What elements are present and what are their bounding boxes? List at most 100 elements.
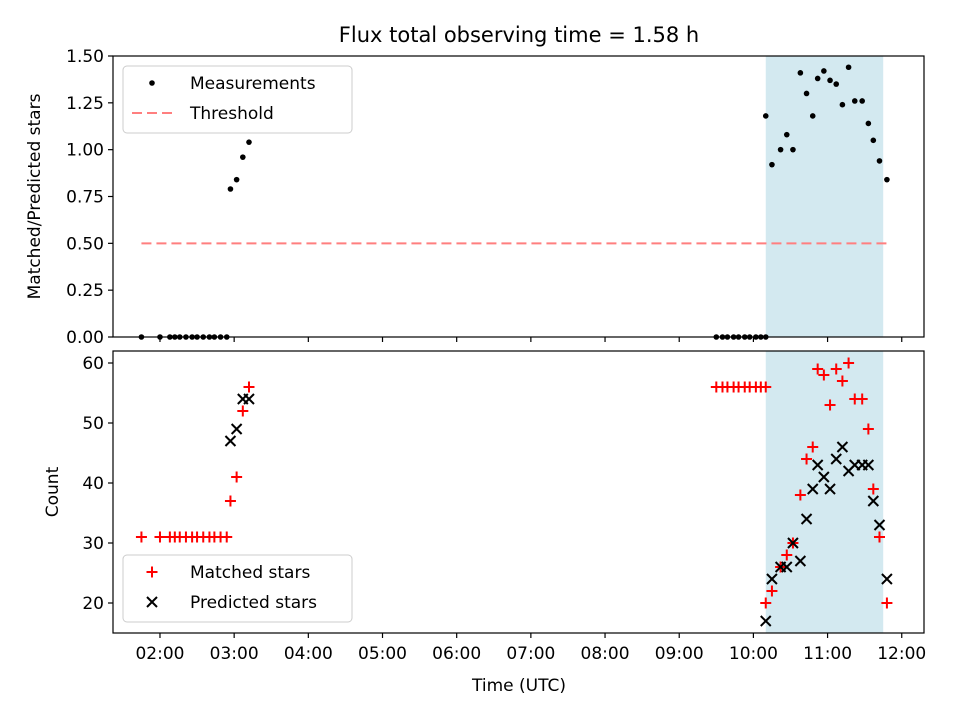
data-point bbox=[783, 131, 790, 138]
data-point bbox=[760, 615, 772, 627]
data-point bbox=[777, 146, 784, 153]
data-point bbox=[836, 441, 849, 453]
series-predicted-stars bbox=[224, 393, 893, 627]
data-point bbox=[230, 423, 243, 435]
y-tick-label: 1.50 bbox=[66, 47, 104, 67]
data-point bbox=[807, 441, 819, 453]
x-tick-label: 09:00 bbox=[655, 644, 704, 664]
data-point bbox=[243, 381, 255, 393]
data-point bbox=[830, 453, 842, 465]
chart-title: Flux total observing time = 1.58 h bbox=[339, 23, 699, 47]
y-axis-label: Count bbox=[43, 466, 63, 517]
x-tick-label: 07:00 bbox=[506, 644, 555, 664]
data-point bbox=[830, 363, 842, 375]
legend-label: Matched stars bbox=[190, 563, 310, 583]
ratio-panel: 0.00 0.25 0.50 0.75 1.00 1.25 1.50 Matched/Pred… bbox=[25, 47, 925, 348]
data-point bbox=[824, 483, 836, 495]
legend-box bbox=[122, 554, 353, 623]
legend: Measurements Threshold bbox=[122, 65, 353, 134]
y-tick-label: 0.00 bbox=[66, 328, 104, 348]
legend: Matched stars Predicted stars bbox=[122, 554, 353, 623]
legend-label: Predicted stars bbox=[190, 593, 317, 613]
data-point bbox=[809, 113, 816, 119]
data-point bbox=[227, 186, 234, 192]
data-point bbox=[221, 531, 233, 543]
data-point bbox=[762, 113, 769, 119]
data-point bbox=[873, 531, 885, 543]
data-point bbox=[827, 77, 833, 84]
data-point bbox=[760, 597, 772, 609]
data-point bbox=[862, 423, 874, 435]
data-point bbox=[781, 549, 793, 561]
data-point bbox=[843, 357, 855, 369]
data-point bbox=[766, 585, 778, 597]
y-tick-label: 0.75 bbox=[66, 188, 104, 208]
x-tick-label: 04:00 bbox=[284, 644, 333, 664]
data-point bbox=[870, 137, 877, 144]
data-point bbox=[867, 483, 879, 495]
x-tick-label: 10:00 bbox=[729, 644, 778, 664]
legend-marker bbox=[149, 80, 155, 86]
x-tick-label: 12:00 bbox=[877, 644, 926, 664]
data-point bbox=[881, 597, 893, 609]
x-tick-label: 03:00 bbox=[210, 644, 259, 664]
data-point bbox=[237, 405, 249, 417]
x-tick-label: 11:00 bbox=[803, 644, 852, 664]
y-axis-label: Matched/Predicted stars bbox=[25, 93, 45, 299]
x-tick-label: 02:00 bbox=[135, 644, 184, 664]
data-point bbox=[862, 459, 875, 471]
count-panel: 20 30 40 50 60 02:00 03:00 04:00 05:00 06:00 07:00… bbox=[43, 350, 926, 664]
data-point bbox=[803, 90, 810, 97]
data-point bbox=[781, 561, 793, 573]
x-axis-label: Time (UTC) bbox=[471, 676, 566, 696]
data-point bbox=[233, 176, 240, 183]
data-point bbox=[800, 513, 813, 525]
data-point bbox=[135, 531, 147, 543]
y-tick-label: 0.25 bbox=[66, 281, 104, 301]
data-point bbox=[845, 64, 852, 71]
y-tick-label: 60 bbox=[82, 354, 104, 374]
legend-marker bbox=[146, 596, 158, 608]
y-tick-label: 40 bbox=[82, 474, 104, 494]
y-tick-label: 50 bbox=[82, 414, 104, 434]
data-point bbox=[807, 483, 819, 495]
data-point bbox=[231, 471, 243, 483]
data-point bbox=[760, 381, 772, 393]
legend-marker bbox=[146, 566, 158, 578]
data-point bbox=[884, 176, 890, 183]
data-point bbox=[814, 75, 821, 82]
data-point bbox=[818, 369, 830, 381]
data-point bbox=[224, 435, 237, 447]
shaded-interval bbox=[765, 351, 884, 633]
x-tick-label: 08:00 bbox=[581, 644, 630, 664]
y-tick-label: 20 bbox=[82, 594, 104, 614]
shaded-interval bbox=[765, 56, 884, 337]
data-point bbox=[836, 375, 848, 387]
data-point bbox=[865, 120, 872, 127]
data-point bbox=[873, 519, 886, 531]
plot-frame bbox=[112, 350, 925, 634]
data-point bbox=[246, 139, 252, 145]
data-point bbox=[794, 555, 807, 567]
data-point bbox=[821, 68, 827, 74]
data-point bbox=[876, 158, 883, 164]
legend-box bbox=[122, 65, 353, 134]
data-point bbox=[240, 154, 246, 160]
data-point bbox=[790, 146, 796, 153]
data-point bbox=[224, 495, 236, 507]
data-point bbox=[839, 101, 846, 108]
data-point bbox=[881, 573, 893, 585]
legend-label: Threshold bbox=[189, 104, 274, 124]
data-point bbox=[154, 531, 166, 543]
data-point bbox=[787, 537, 799, 549]
data-point bbox=[766, 573, 778, 585]
data-point bbox=[867, 495, 880, 507]
data-point bbox=[801, 453, 813, 465]
legend-label: Measurements bbox=[190, 74, 316, 94]
data-point bbox=[859, 98, 865, 104]
data-point bbox=[812, 363, 824, 375]
y-tick-label: 1.25 bbox=[66, 94, 104, 114]
data-point bbox=[856, 393, 868, 405]
x-tick-label: 05:00 bbox=[358, 644, 407, 664]
